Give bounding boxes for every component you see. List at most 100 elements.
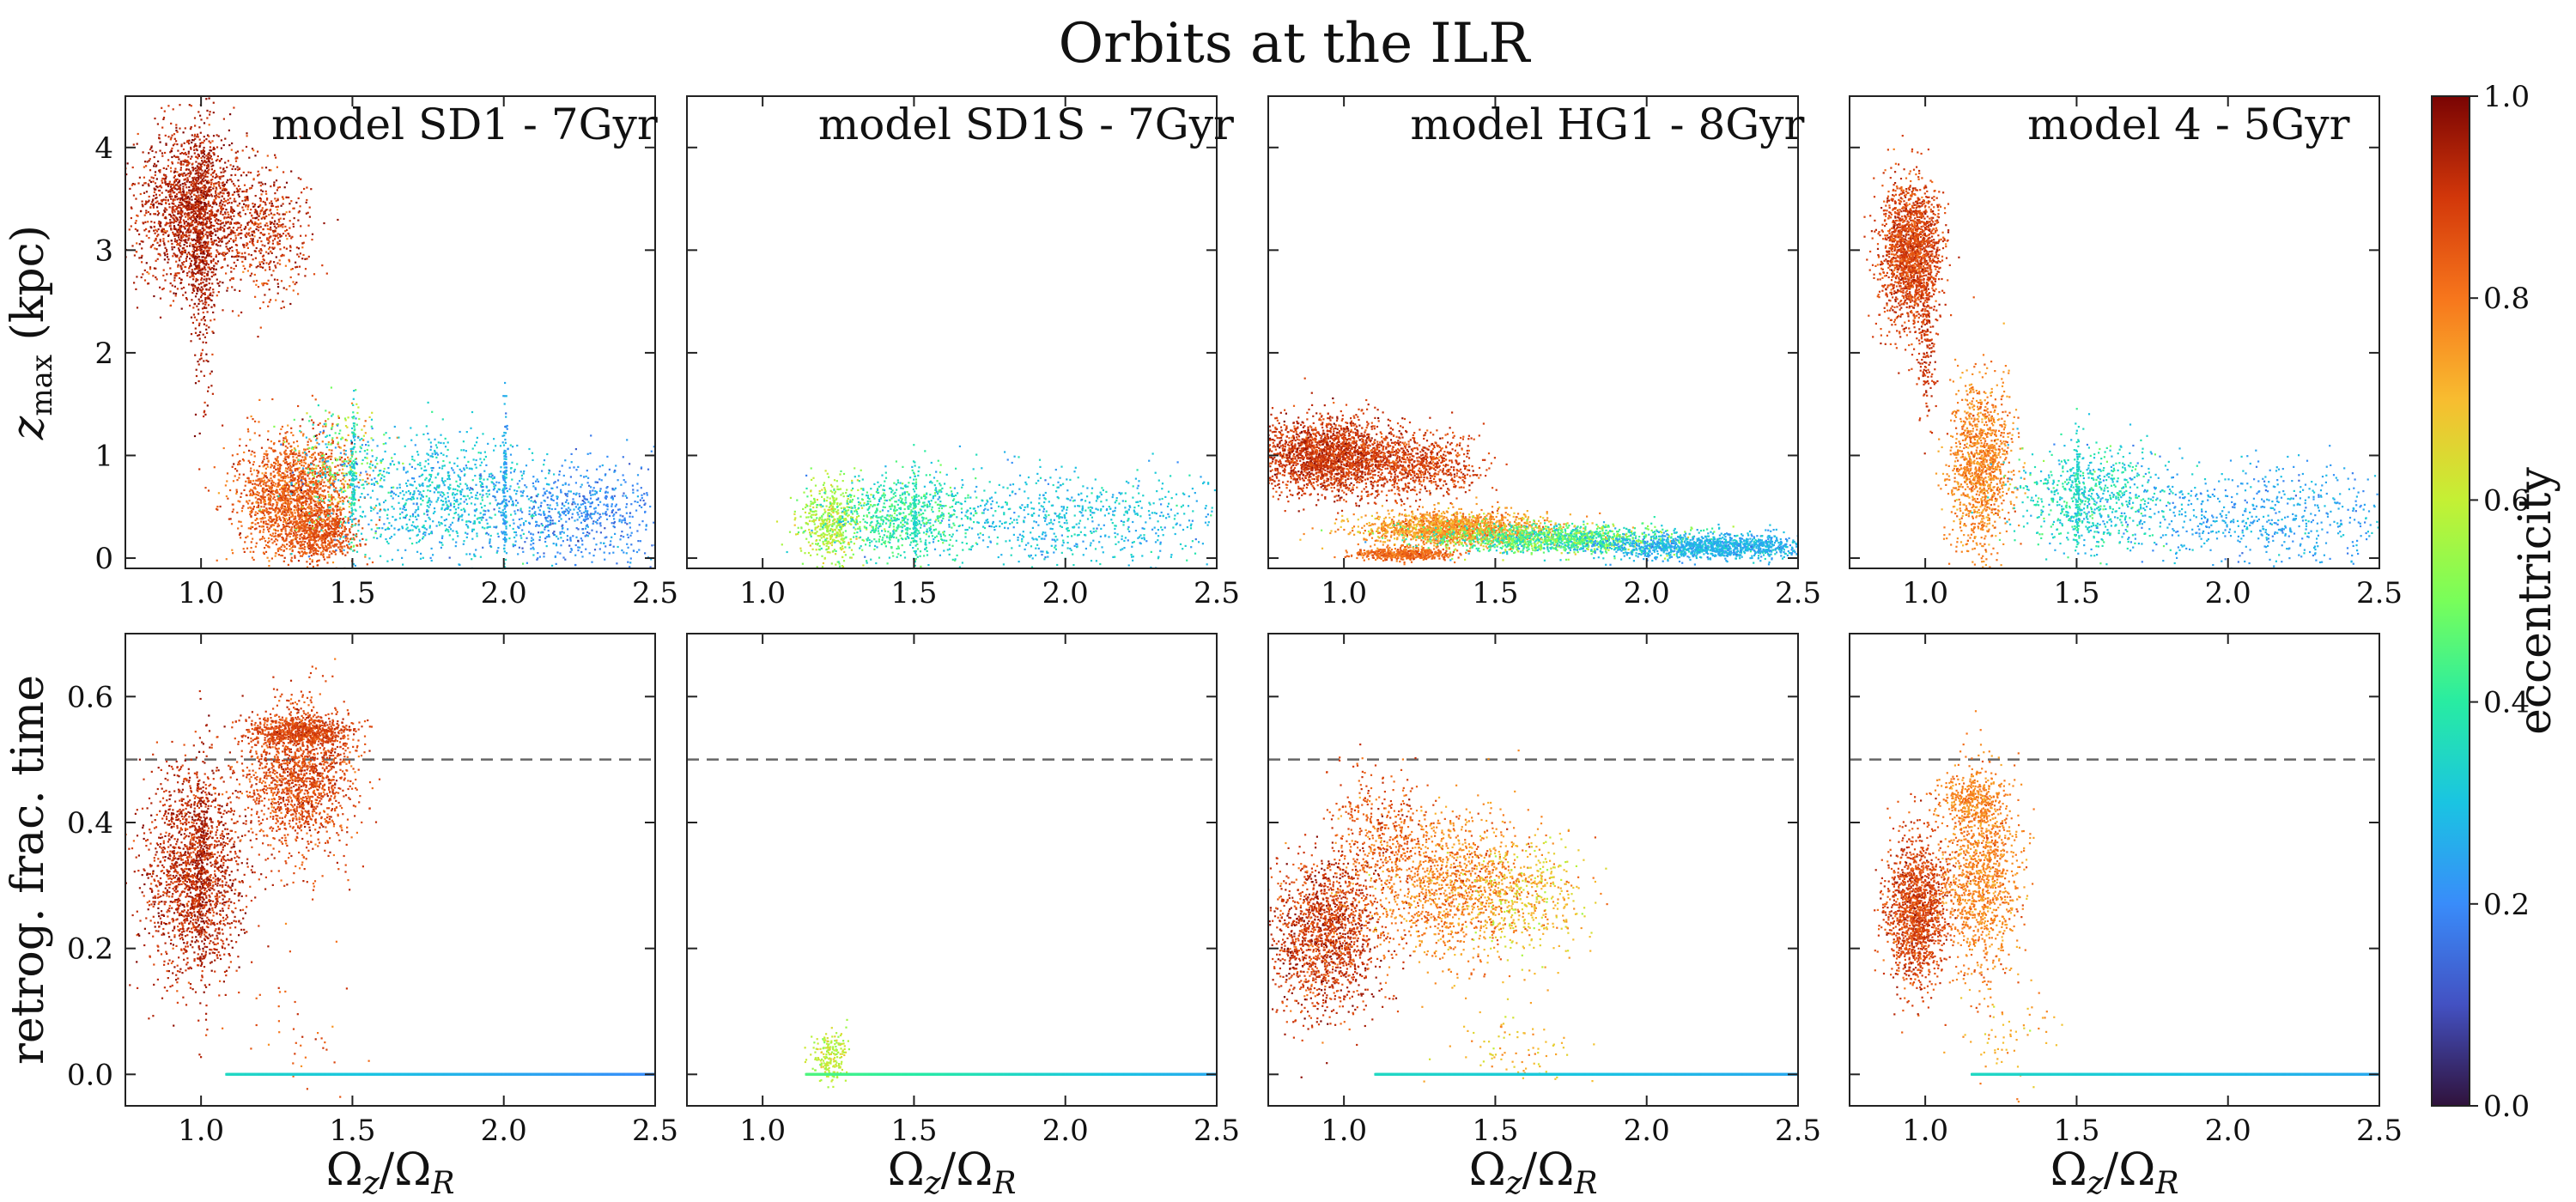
point [198, 322, 201, 325]
point [279, 263, 282, 265]
point [210, 271, 213, 274]
point [211, 331, 214, 333]
point [203, 316, 205, 319]
point [221, 240, 223, 243]
point [160, 225, 162, 228]
point [197, 229, 200, 232]
point [281, 488, 283, 490]
point [164, 151, 167, 155]
point [171, 211, 173, 214]
point [219, 281, 222, 283]
point [290, 427, 293, 429]
point [194, 216, 197, 219]
point [259, 265, 262, 268]
point [210, 299, 213, 302]
point [261, 183, 264, 185]
point [310, 538, 313, 541]
point [223, 228, 226, 231]
point [172, 231, 174, 234]
point [302, 241, 305, 244]
point [220, 210, 222, 213]
point [276, 549, 280, 552]
point [199, 268, 202, 271]
point [196, 264, 198, 267]
point [165, 167, 167, 170]
point [287, 424, 289, 427]
point [144, 161, 147, 163]
point [193, 135, 196, 137]
point [311, 548, 313, 550]
point [178, 236, 180, 239]
point [308, 467, 311, 470]
point [197, 187, 200, 191]
point [307, 497, 310, 500]
point [277, 485, 280, 488]
point [158, 137, 161, 139]
point [171, 208, 173, 210]
point [325, 425, 327, 428]
point [155, 230, 159, 233]
point [150, 176, 153, 179]
point [332, 524, 335, 526]
point [276, 262, 279, 264]
point [190, 224, 192, 227]
point [326, 556, 329, 559]
point [262, 228, 264, 231]
point [344, 537, 347, 539]
point [197, 270, 199, 273]
point [178, 259, 181, 262]
point [245, 227, 247, 229]
point [204, 233, 207, 236]
point [325, 524, 328, 526]
point [289, 541, 291, 543]
point [210, 222, 212, 224]
point [309, 536, 312, 538]
point [317, 510, 319, 513]
point [268, 540, 270, 543]
point [184, 178, 187, 180]
point [296, 445, 300, 447]
point [209, 287, 211, 289]
point [237, 189, 240, 191]
point [259, 518, 262, 520]
point [298, 498, 301, 501]
point [283, 560, 285, 562]
point [297, 560, 301, 562]
point [268, 263, 270, 265]
point [299, 537, 301, 540]
point [171, 209, 173, 212]
point [346, 537, 349, 540]
point [267, 528, 270, 531]
point [203, 278, 205, 281]
point [195, 266, 197, 269]
point [322, 555, 325, 558]
point [190, 263, 192, 266]
point [207, 200, 210, 203]
point [153, 294, 155, 298]
point [269, 246, 271, 249]
point [308, 438, 311, 440]
point [155, 165, 157, 167]
point [284, 482, 287, 484]
point [326, 517, 329, 519]
point [280, 464, 283, 466]
point [196, 156, 199, 159]
point [204, 186, 206, 189]
point [234, 157, 237, 160]
point [200, 352, 203, 355]
point [197, 223, 199, 226]
point [289, 529, 292, 531]
point [210, 261, 213, 264]
point [202, 151, 204, 154]
point [190, 148, 192, 150]
point [219, 187, 222, 190]
point [194, 262, 197, 264]
point [288, 522, 290, 525]
point [193, 284, 197, 288]
point [235, 255, 238, 258]
point [162, 274, 165, 276]
point [231, 167, 234, 170]
point [306, 561, 308, 563]
point [337, 546, 340, 549]
point [321, 489, 324, 492]
